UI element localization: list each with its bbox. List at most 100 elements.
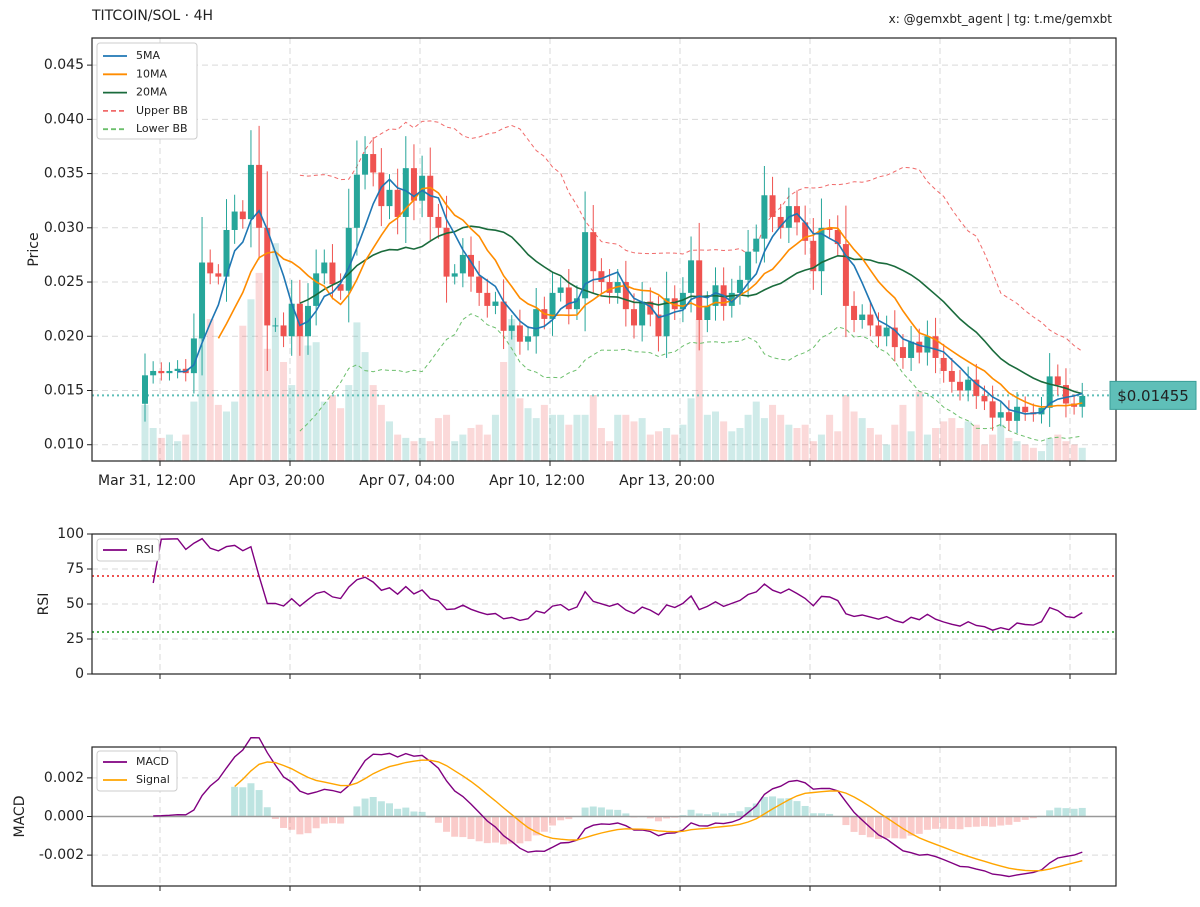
volume-bar — [573, 414, 581, 461]
price-legend-label: 5MA — [136, 49, 160, 62]
candle-body — [280, 325, 287, 337]
volume-bar — [304, 345, 312, 461]
candle-body — [728, 292, 735, 306]
candle-body — [264, 227, 271, 326]
macd-hist-bar — [597, 807, 605, 817]
volume-bar — [654, 431, 662, 461]
macd-hist-bar — [606, 809, 614, 817]
price-ytick-label: 0.040 — [44, 111, 84, 127]
price-legend-box — [96, 42, 198, 140]
volume-bar — [165, 434, 173, 461]
volume-bar — [728, 431, 736, 461]
volume-bar — [296, 312, 304, 461]
volume-bar — [500, 362, 508, 461]
macd-hist-bar — [263, 807, 271, 817]
candle-body — [476, 276, 483, 293]
volume-bar — [932, 428, 940, 461]
volume-bar — [883, 444, 891, 461]
volume-bar — [866, 428, 874, 461]
ma10-line — [217, 186, 1083, 408]
macd-hist-bar — [997, 816, 1005, 826]
candle-body — [908, 341, 915, 358]
macd-hist-bar — [712, 812, 719, 817]
macd-hist-bar — [899, 816, 907, 839]
candle-body — [981, 395, 988, 402]
candle-body — [190, 338, 197, 374]
volume-bar — [149, 428, 157, 461]
rsi-axis-label: RSI — [36, 593, 52, 616]
volume-bar — [679, 424, 687, 461]
volume-bar — [263, 348, 271, 461]
macd-hist-bar — [1078, 807, 1086, 817]
volume-bar — [255, 272, 263, 461]
volume-bar — [328, 395, 336, 461]
volume-bar — [907, 431, 915, 461]
candle-body — [957, 381, 963, 391]
volume-bar — [516, 398, 524, 461]
candle-body — [777, 216, 784, 228]
candle-body — [671, 298, 678, 310]
candle-body — [916, 341, 923, 353]
volume-bar — [940, 421, 948, 461]
macd-hist-bar — [418, 811, 426, 817]
macd-hist-bar — [793, 801, 801, 817]
macd-hist-bar — [760, 796, 768, 817]
macd-hist-bar — [475, 816, 483, 842]
volume-bar — [581, 414, 589, 461]
candle-body — [565, 287, 572, 310]
candle-body — [142, 375, 148, 404]
candle-body — [435, 216, 442, 228]
ma5-line — [177, 178, 1083, 415]
volume-bar — [736, 428, 744, 461]
volume-bar — [231, 401, 239, 461]
macd-hist-bar — [801, 805, 809, 817]
volume-bar — [785, 424, 793, 461]
signal-legend-label: Signal — [136, 773, 170, 786]
candle-body — [443, 227, 450, 277]
volume-bar — [948, 418, 956, 461]
macd-legend: MACD Signal — [96, 750, 178, 792]
rsi-legend: RSI — [96, 538, 160, 562]
volume-bar — [614, 414, 622, 461]
candle-body — [174, 368, 181, 371]
lower-bb-line — [299, 313, 1083, 442]
candle-body — [516, 325, 523, 342]
macd-hist-bar — [1070, 808, 1078, 817]
candle-body — [989, 401, 996, 418]
candle-body — [451, 273, 458, 277]
candle-body — [1054, 376, 1061, 386]
rsi-ytick-label: 0 — [75, 666, 84, 682]
macd-hist-bar — [1029, 816, 1037, 819]
candle-body — [582, 232, 589, 299]
candle-body — [899, 347, 906, 358]
candle-body — [207, 262, 214, 274]
macd-hist-bar — [614, 809, 622, 817]
volume-bar — [434, 418, 442, 461]
volume-bar — [1013, 441, 1021, 461]
candle-body — [802, 222, 809, 241]
candle-body — [394, 189, 401, 217]
price-xtick-label: Apr 10, 12:00 — [489, 473, 585, 489]
macd-hist-bar — [508, 816, 516, 844]
macd-hist-bar — [972, 816, 980, 827]
macd-hist-bar — [459, 816, 467, 838]
candle-body — [329, 262, 336, 285]
macd-hist-bar — [826, 813, 834, 817]
volume-bar — [752, 401, 760, 461]
candle-body — [826, 227, 833, 230]
macd-hist-bar — [394, 808, 402, 817]
macd-hist-bar — [369, 797, 377, 817]
volume-bar — [744, 414, 752, 461]
candle-body — [549, 292, 556, 319]
volume-bar — [280, 362, 288, 461]
candle-body — [166, 370, 173, 374]
price-xtick-label: Apr 07, 04:00 — [359, 473, 455, 489]
candle-body — [272, 325, 279, 327]
candle-body — [655, 314, 662, 337]
candle-body — [883, 327, 890, 337]
volume-bar — [899, 404, 907, 461]
rsi-ytick-label: 25 — [66, 631, 84, 647]
candle-body — [256, 164, 263, 228]
price-xtick-label: Apr 03, 20:00 — [229, 473, 325, 489]
